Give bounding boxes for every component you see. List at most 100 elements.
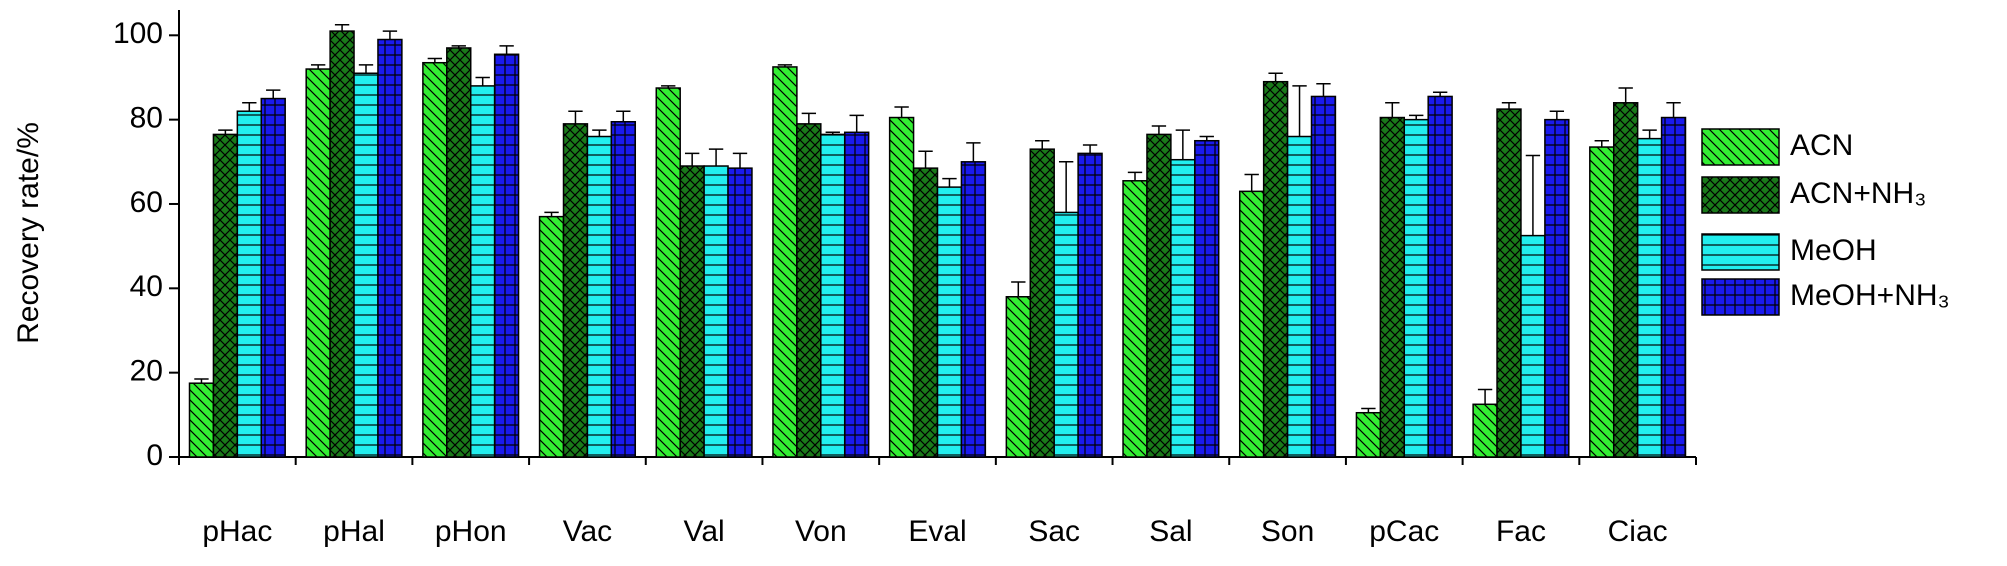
bar	[377, 38, 403, 458]
legend-label: MeOH+NH₃	[1790, 279, 1950, 312]
bar	[655, 87, 681, 458]
x-tick-label: Sac	[1028, 515, 1080, 548]
error-bar	[568, 110, 583, 124]
error-bar	[616, 110, 631, 122]
bar	[1612, 102, 1639, 458]
error-bar	[1199, 135, 1214, 141]
error-bar	[1594, 139, 1609, 148]
error-bar	[1642, 129, 1657, 139]
error-bar	[310, 64, 326, 70]
y-tick-label: 40	[130, 270, 163, 303]
error-bar	[1292, 85, 1307, 137]
bar	[538, 215, 565, 458]
error-bar	[592, 129, 607, 137]
bar	[1520, 234, 1546, 458]
error-bar	[894, 106, 909, 118]
error-bar	[1666, 102, 1681, 118]
error-bar	[382, 30, 398, 40]
error-bar	[801, 112, 817, 124]
error-bar	[1525, 154, 1541, 236]
error-bar	[1011, 281, 1026, 297]
error-bar	[849, 114, 864, 133]
error-bar	[1361, 407, 1376, 413]
x-tick-label: pCac	[1369, 515, 1439, 548]
bar	[329, 30, 355, 458]
bar	[727, 167, 753, 458]
error-bar	[427, 57, 443, 63]
bar	[446, 47, 472, 458]
error-bar	[825, 131, 840, 135]
bar	[1589, 146, 1615, 458]
bar	[1029, 148, 1055, 458]
bar	[469, 85, 496, 458]
legend-swatch	[1701, 176, 1780, 214]
x-tick-label: Fac	[1496, 515, 1546, 548]
x-tick-label: Sal	[1149, 515, 1192, 548]
error-bar	[1316, 83, 1331, 97]
bar	[1077, 152, 1103, 458]
error-bar	[684, 152, 700, 167]
bar	[610, 121, 637, 458]
bar	[1496, 108, 1522, 458]
bar	[1122, 180, 1148, 458]
bar	[236, 110, 263, 458]
error-bar	[661, 85, 676, 89]
error-bar	[1082, 144, 1098, 154]
bar	[422, 61, 448, 458]
bar	[188, 382, 215, 458]
bar	[936, 186, 963, 458]
error-bar	[242, 102, 257, 112]
bar	[1194, 139, 1220, 458]
bar	[1427, 95, 1453, 458]
bar	[703, 165, 729, 458]
error-bar	[1501, 102, 1517, 110]
bar	[796, 123, 822, 458]
bar	[260, 97, 286, 458]
bar	[679, 165, 705, 458]
error-bar	[334, 24, 350, 32]
bar	[912, 167, 939, 458]
x-tick-label: Son	[1261, 515, 1314, 548]
error-bar	[1175, 129, 1191, 160]
error-bar	[1035, 139, 1050, 150]
error-bar	[499, 45, 514, 55]
bar	[1660, 116, 1687, 458]
bar	[1310, 95, 1337, 458]
bar	[305, 68, 331, 458]
bar	[1286, 135, 1313, 458]
x-tick-label: Val	[684, 515, 725, 548]
error-bar	[266, 89, 281, 99]
bar	[1379, 116, 1406, 458]
error-bar	[1432, 91, 1448, 97]
error-bar	[777, 64, 793, 67]
y-tick-label: 0	[146, 439, 163, 472]
legend-swatch	[1701, 278, 1780, 316]
error-bar	[1549, 110, 1565, 120]
error-bar	[708, 148, 724, 167]
error-bar	[1268, 72, 1283, 82]
y-axis-label: Recovery rate/%	[12, 122, 45, 344]
y-tick-label: 20	[130, 355, 163, 388]
error-bar	[1385, 102, 1400, 118]
bar	[843, 131, 870, 458]
error-bar	[1409, 114, 1424, 120]
bar	[493, 53, 520, 458]
bar	[1262, 80, 1289, 458]
bar	[353, 72, 379, 458]
error-bar	[451, 45, 466, 48]
y-tick-label: 80	[130, 102, 163, 135]
bar	[1544, 118, 1570, 458]
bar	[1053, 211, 1079, 458]
x-tick-label: pHac	[202, 515, 272, 548]
error-bar	[1618, 87, 1633, 103]
legend-swatch	[1701, 128, 1780, 166]
error-bar	[218, 129, 233, 135]
error-bar	[475, 76, 490, 86]
bar	[772, 66, 798, 458]
error-bar	[732, 152, 748, 169]
x-tick-label: pHal	[323, 515, 385, 548]
bar	[1005, 296, 1032, 458]
bar	[960, 161, 987, 458]
bar	[562, 123, 589, 458]
